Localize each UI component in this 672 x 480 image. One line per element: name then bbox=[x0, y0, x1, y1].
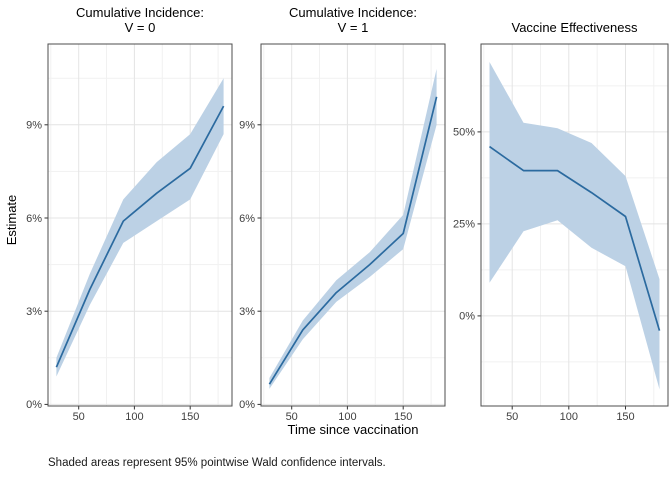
y-tick-label: 3% bbox=[26, 306, 42, 318]
y-tick-label: 6% bbox=[26, 213, 42, 225]
x-tick-label: 50 bbox=[506, 411, 518, 423]
panel-2-x-axis: 50 100 150 bbox=[506, 406, 635, 423]
panel-0-border bbox=[47, 43, 233, 407]
y-tick-label: 3% bbox=[239, 306, 255, 318]
panel-2-estimate-line bbox=[489, 145, 661, 331]
panel1-title: Cumulative Incidence: V = 0 bbox=[48, 5, 232, 35]
x-tick-label: 50 bbox=[286, 411, 298, 423]
panel-0-x-axis: 50 100 150 bbox=[73, 406, 199, 423]
y-tick-label: 6% bbox=[239, 213, 255, 225]
panel-1-border bbox=[260, 43, 446, 407]
panel-0-estimate-line bbox=[55, 105, 225, 368]
x-tick-label: 150 bbox=[616, 411, 634, 423]
panel-1-grid-major bbox=[261, 44, 445, 406]
panel-0: 50 100 150 0% 3% 6% 9% bbox=[26, 43, 233, 423]
panel-1-estimate-line bbox=[268, 96, 438, 385]
panel-2-border bbox=[480, 43, 669, 407]
caption: Shaded areas represent 95% pointwise Wal… bbox=[48, 457, 386, 469]
y-tick-label: 25% bbox=[453, 219, 475, 231]
x-tick-label: 150 bbox=[181, 411, 199, 423]
panel1-title-line2: V = 0 bbox=[124, 20, 156, 35]
x-tick-label: 50 bbox=[73, 411, 85, 423]
y-tick-label: 0% bbox=[26, 399, 42, 411]
panel2-title-line1: Cumulative Incidence: bbox=[289, 5, 417, 20]
panel-0-ci-ribbon bbox=[56, 78, 224, 377]
y-tick-label: 50% bbox=[453, 127, 475, 139]
panel1-title-line1: Cumulative Incidence: bbox=[76, 5, 204, 20]
panel-1-y-axis: 0% 3% 6% 9% bbox=[239, 120, 261, 411]
panel3-title: Vaccine Effectiveness bbox=[481, 20, 668, 35]
panel-2-y-axis: 0% 25% 50% bbox=[453, 127, 481, 323]
panel-1-x-axis: 50 100 150 bbox=[286, 406, 412, 423]
x-tick-label: 100 bbox=[338, 411, 356, 423]
panel-2: 50 100 150 0% 25% 50% bbox=[453, 43, 669, 423]
x-axis-title: Time since vaccination bbox=[287, 422, 419, 437]
panel-2-ci-ribbon bbox=[489, 62, 660, 390]
panel2-title-line2: V = 1 bbox=[337, 20, 369, 35]
x-tick-label: 100 bbox=[560, 411, 578, 423]
y-tick-label: 0% bbox=[239, 399, 255, 411]
panel-1-ci-ribbon bbox=[269, 68, 437, 389]
panel2-title: Cumulative Incidence: V = 1 bbox=[261, 5, 445, 35]
panel-0-y-axis: 0% 3% 6% 9% bbox=[26, 120, 48, 411]
panel3-title-line1: Vaccine Effectiveness bbox=[511, 20, 638, 35]
y-tick-label: 0% bbox=[459, 311, 475, 323]
x-tick-label: 150 bbox=[394, 411, 412, 423]
panel-1: 50 100 150 0% 3% 6% 9% bbox=[239, 43, 446, 423]
y-tick-label: 9% bbox=[26, 120, 42, 132]
y-tick-label: 9% bbox=[239, 120, 255, 132]
x-tick-label: 100 bbox=[125, 411, 143, 423]
